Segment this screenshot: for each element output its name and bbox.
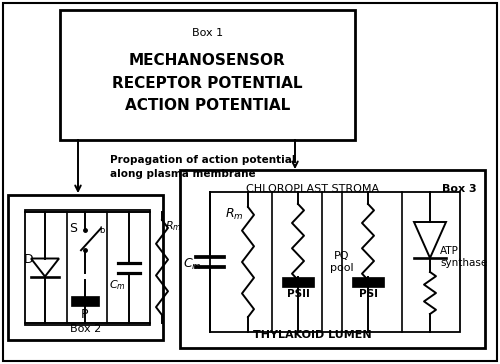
Text: $R_m$: $R_m$ xyxy=(226,206,244,222)
Text: D: D xyxy=(24,253,34,266)
Text: PSII: PSII xyxy=(286,289,310,299)
Text: Propagation of action potential
along plasma membrane: Propagation of action potential along pl… xyxy=(110,155,296,179)
Text: MECHANOSENSOR
RECEPTOR POTENTIAL
ACTION POTENTIAL: MECHANOSENSOR RECEPTOR POTENTIAL ACTION … xyxy=(112,53,303,113)
Bar xyxy=(180,170,485,348)
Bar xyxy=(60,10,355,140)
Text: $C_m$: $C_m$ xyxy=(109,278,126,292)
Text: THYLAKOID LUMEN: THYLAKOID LUMEN xyxy=(253,330,372,340)
Bar xyxy=(25,210,150,325)
Text: P: P xyxy=(81,308,89,321)
Text: CHLOROPLAST STROMA: CHLOROPLAST STROMA xyxy=(246,184,379,194)
Text: Box 1: Box 1 xyxy=(192,28,223,38)
Text: b: b xyxy=(99,226,104,235)
Bar xyxy=(282,277,314,287)
Text: $R_m$: $R_m$ xyxy=(165,219,182,233)
Text: Box 3: Box 3 xyxy=(442,184,477,194)
Bar xyxy=(8,195,163,340)
Text: $C_m$: $C_m$ xyxy=(184,257,202,272)
Text: S: S xyxy=(69,222,77,235)
Text: Box 2: Box 2 xyxy=(70,324,101,334)
Bar xyxy=(210,192,460,332)
Text: PQ
pool: PQ pool xyxy=(330,251,354,273)
Text: PSI: PSI xyxy=(358,289,378,299)
Bar xyxy=(352,277,384,287)
Text: ATP
synthase: ATP synthase xyxy=(440,246,487,268)
Bar xyxy=(71,296,99,306)
